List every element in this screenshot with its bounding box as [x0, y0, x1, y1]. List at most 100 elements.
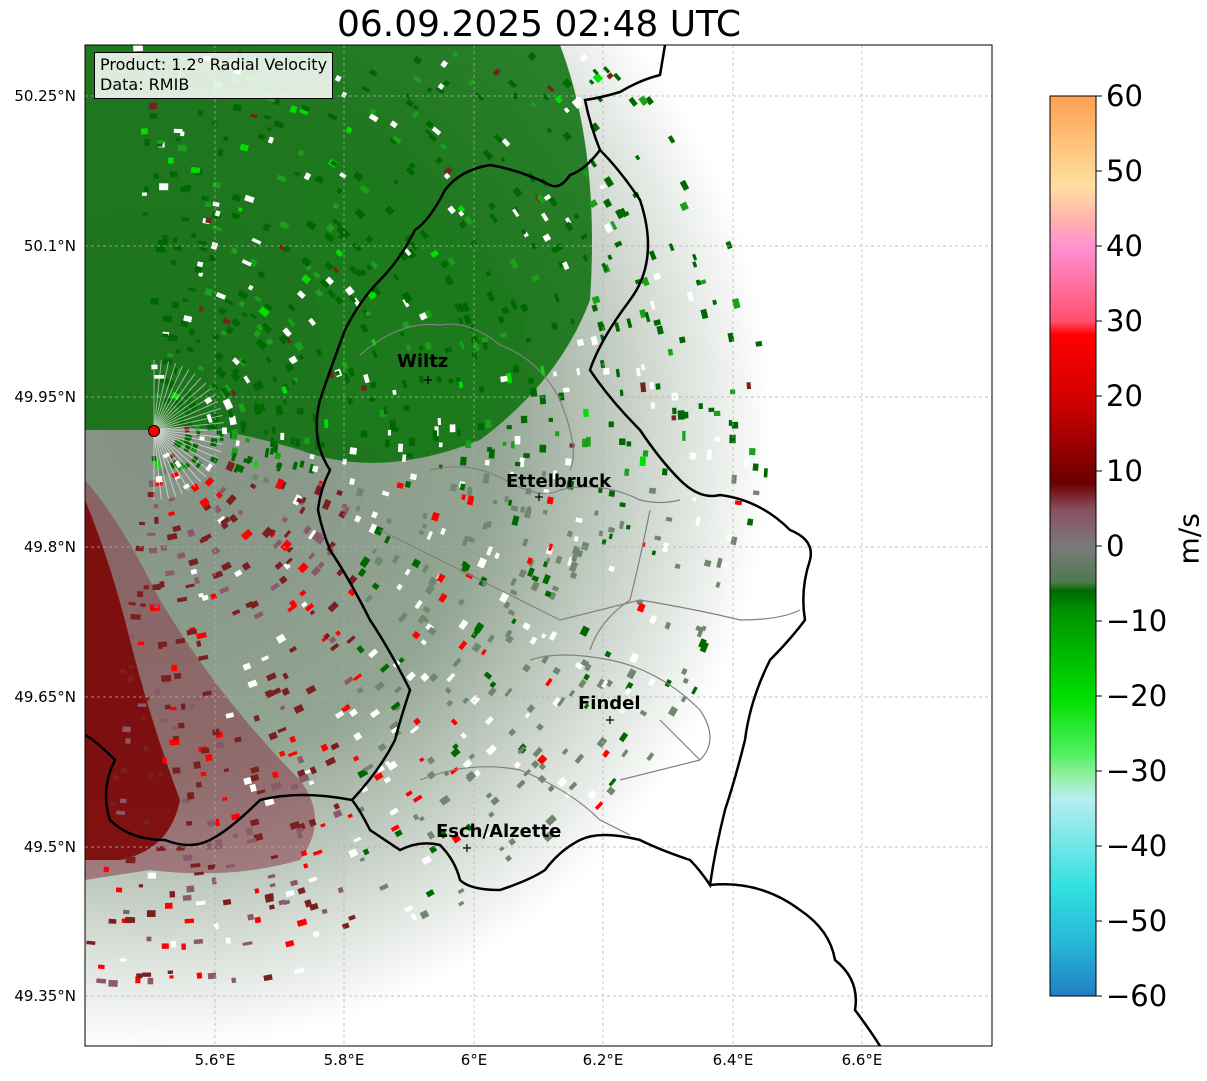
radar-echo-pixel	[148, 772, 155, 778]
radar-echo-pixel	[307, 552, 316, 560]
radar-echo-pixel	[506, 425, 512, 430]
radar-echo-pixel	[421, 523, 428, 530]
city-label-findel: Findel	[578, 693, 641, 714]
radar-echo-pixel	[385, 517, 393, 525]
radar-echo-pixel	[146, 910, 156, 917]
radar-echo-pixel	[457, 303, 465, 313]
radar-echo-pixel	[439, 794, 451, 806]
radar-echo-pixel	[113, 775, 120, 781]
radar-echo-pixel	[484, 716, 494, 726]
city-label-esch-alzette: Esch/Alzette	[436, 821, 562, 842]
radar-echo-pixel	[204, 476, 215, 487]
radar-echo-pixel	[215, 292, 227, 300]
radar-echo-pixel	[166, 533, 178, 541]
radar-echo-pixel	[183, 854, 193, 861]
radar-echo-pixel	[275, 633, 287, 644]
radar-echo-pixel	[582, 254, 589, 262]
radar-echo-pixel	[406, 344, 412, 352]
radar-echo-pixel	[481, 340, 489, 351]
radar-echo-pixel	[356, 686, 364, 694]
radar-echo-pixel	[296, 407, 305, 415]
radar-echo-pixel	[641, 276, 650, 287]
radar-echo-pixel	[504, 629, 513, 639]
radar-site-marker	[148, 425, 160, 437]
radar-echo-pixel	[359, 857, 366, 862]
radar-echo-pixel	[457, 429, 461, 437]
radar-echo-pixel	[228, 415, 237, 426]
radar-echo-pixel	[257, 270, 266, 279]
radar-echo-pixel	[440, 260, 449, 269]
radar-echo-pixel	[172, 735, 180, 741]
radar-echo-pixel	[361, 85, 370, 93]
radar-echo-pixel	[661, 468, 668, 476]
radar-echo-pixel	[551, 322, 559, 331]
colorbar-tick-label: −60	[1106, 979, 1168, 1013]
radar-echo-pixel	[296, 918, 308, 927]
radar-echo-pixel	[230, 247, 238, 255]
radar-echo-pixel	[625, 524, 631, 530]
radar-echo-pixel	[268, 528, 276, 537]
radar-echo-pixel	[176, 845, 185, 851]
radar-echo-pixel	[338, 232, 346, 240]
radar-echo-pixel	[359, 268, 367, 277]
radar-echo-pixel	[211, 877, 217, 885]
radar-echo-pixel	[458, 210, 465, 217]
radar-echo-pixel	[180, 703, 186, 710]
radar-echo-pixel	[450, 718, 458, 726]
radar-echo-pixel	[591, 295, 601, 305]
radar-echo-pixel	[404, 905, 414, 913]
radar-echo-pixel	[488, 449, 495, 459]
radar-echo-pixel	[198, 654, 209, 661]
radar-echo-pixel	[371, 349, 378, 359]
radar-echo-pixel	[178, 722, 185, 729]
radar-echo-pixel	[287, 303, 296, 312]
radar-echo-pixel	[471, 351, 478, 361]
lon-label: 5.6°E	[194, 1051, 236, 1069]
radar-echo-pixel	[431, 511, 440, 522]
radar-echo-pixel	[547, 543, 554, 552]
radar-echo-pixel	[703, 559, 712, 568]
radar-echo-pixel	[390, 824, 400, 832]
radar-echo-pixel	[563, 107, 570, 114]
radar-echo-pixel	[283, 529, 292, 538]
radar-echo-pixel	[309, 902, 319, 911]
radar-echo-pixel	[426, 530, 433, 541]
radar-echo-pixel	[408, 161, 417, 170]
radar-echo-pixel	[213, 922, 219, 930]
radar-echo-pixel	[492, 499, 498, 505]
radar-echo-pixel	[299, 506, 306, 515]
radar-echo-pixel	[443, 770, 450, 777]
radar-ray	[153, 429, 221, 453]
radar-echo-pixel	[508, 728, 517, 737]
radar-echo-pixel	[264, 303, 273, 312]
city-label-wiltz: Wiltz	[397, 351, 449, 372]
radar-echo-pixel	[374, 681, 385, 692]
radar-echo-pixel	[417, 614, 427, 625]
radar-echo-pixel	[222, 136, 229, 142]
radar-echo-pixel	[312, 530, 323, 543]
radar-echo-pixel	[300, 104, 310, 112]
radar-echo-pixel	[569, 443, 575, 448]
radar-echo-pixel	[526, 557, 533, 565]
radar-echo-pixel	[183, 442, 192, 453]
radar-echo-pixel	[510, 440, 515, 449]
radar-echo-pixel	[379, 883, 389, 891]
radar-echo-pixel	[527, 377, 535, 385]
radar-echo-pixel	[327, 601, 339, 613]
radar-echo-pixel	[383, 406, 388, 415]
radar-echo-pixel	[195, 338, 201, 344]
radar-echo-pixel	[173, 128, 183, 134]
radar-echo-pixel	[437, 418, 442, 426]
radar-echo-pixel	[682, 431, 686, 441]
radar-echo-pixel	[204, 753, 213, 762]
radar-echo-pixel	[264, 447, 270, 458]
colorbar-tick-label: 0	[1106, 529, 1125, 563]
radar-echo-pixel	[242, 662, 252, 671]
radar-echo-pixel	[562, 261, 570, 271]
radar-echo-pixel	[142, 192, 147, 196]
radar-echo-pixel	[729, 389, 736, 395]
radar-echo-pixel	[482, 522, 489, 530]
radar-echo-pixel	[394, 685, 403, 694]
radar-echo-pixel	[272, 376, 278, 383]
radar-echo-pixel	[249, 482, 257, 490]
